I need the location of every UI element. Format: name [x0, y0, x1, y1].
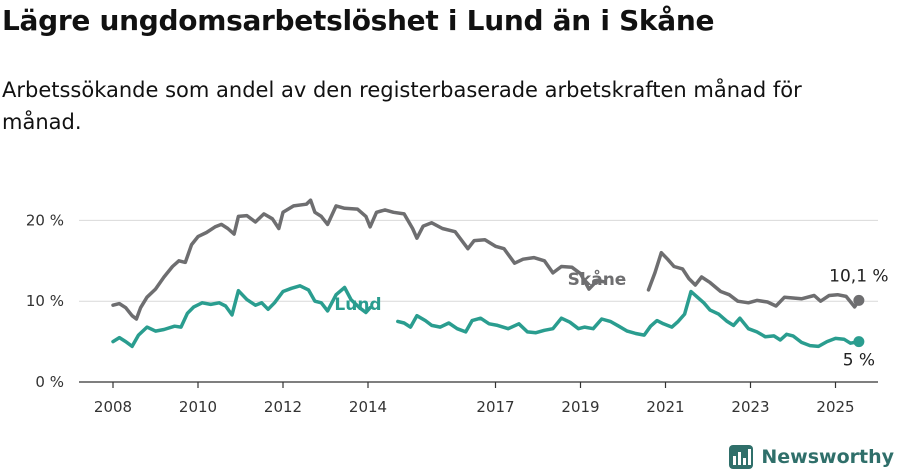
end-value-lund: 5 % [843, 351, 875, 371]
brand-name: Newsworthy [761, 446, 894, 468]
series-line-lund [111, 284, 372, 349]
x-tick-label: 2023 [731, 398, 769, 416]
chart-subtitle: Arbetssökande som andel av den registerb… [2, 78, 802, 134]
series-line-skane [111, 198, 606, 321]
x-tick-label: 2012 [264, 398, 302, 416]
x-tick-label: 2017 [476, 398, 514, 416]
series-label-skane: Skåne [568, 268, 627, 290]
newsworthy-logo-icon [729, 445, 754, 469]
end-value-skane: 10,1 % [829, 266, 888, 286]
chart-title: Lägre ungdomsarbetslöshet i Lund än i Sk… [2, 4, 715, 37]
y-tick-label: 10 % [26, 292, 64, 310]
end-marker-lund [853, 336, 865, 348]
y-tick-label: 0 % [35, 373, 64, 391]
series-line-skane-continued [646, 250, 861, 309]
x-tick-label: 2010 [179, 398, 217, 416]
x-tick-label: 2025 [816, 398, 854, 416]
x-tick-label: 2008 [94, 398, 132, 416]
brand-logo: Newsworthy [728, 444, 894, 470]
series-label-lund: Lund [334, 295, 381, 315]
x-tick-label: 2021 [646, 398, 684, 416]
series-line-lund-continued [396, 289, 861, 349]
y-tick-label: 20 % [26, 211, 64, 229]
end-marker-skane [853, 294, 865, 306]
x-tick-label: 2019 [561, 398, 599, 416]
x-tick-label: 2014 [349, 398, 387, 416]
